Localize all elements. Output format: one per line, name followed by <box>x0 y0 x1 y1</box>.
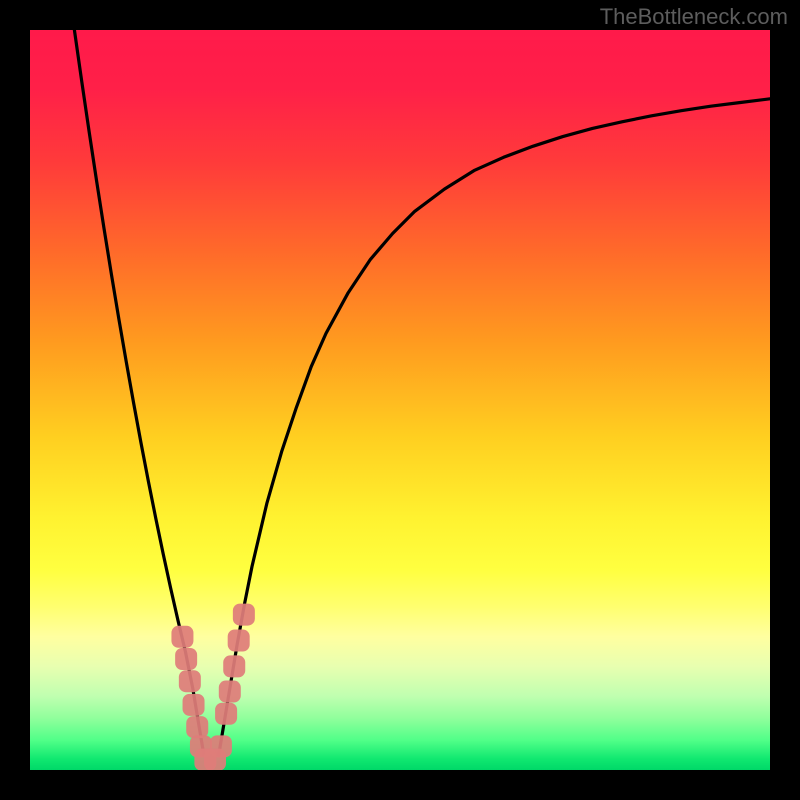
plot-area <box>30 30 770 770</box>
marker-point <box>228 630 250 652</box>
marker-point <box>183 694 205 716</box>
marker-point <box>219 681 241 703</box>
marker-point <box>179 670 201 692</box>
marker-point <box>210 735 232 757</box>
curves-layer <box>30 30 770 770</box>
marker-point <box>215 703 237 725</box>
right-curve <box>219 99 770 755</box>
chart-container: TheBottleneck.com <box>0 0 800 800</box>
marker-point <box>171 626 193 648</box>
marker-point <box>233 604 255 626</box>
marker-point <box>223 655 245 677</box>
marker-point <box>186 716 208 738</box>
markers-group <box>171 604 254 770</box>
watermark-text: TheBottleneck.com <box>600 4 788 30</box>
marker-point <box>175 648 197 670</box>
